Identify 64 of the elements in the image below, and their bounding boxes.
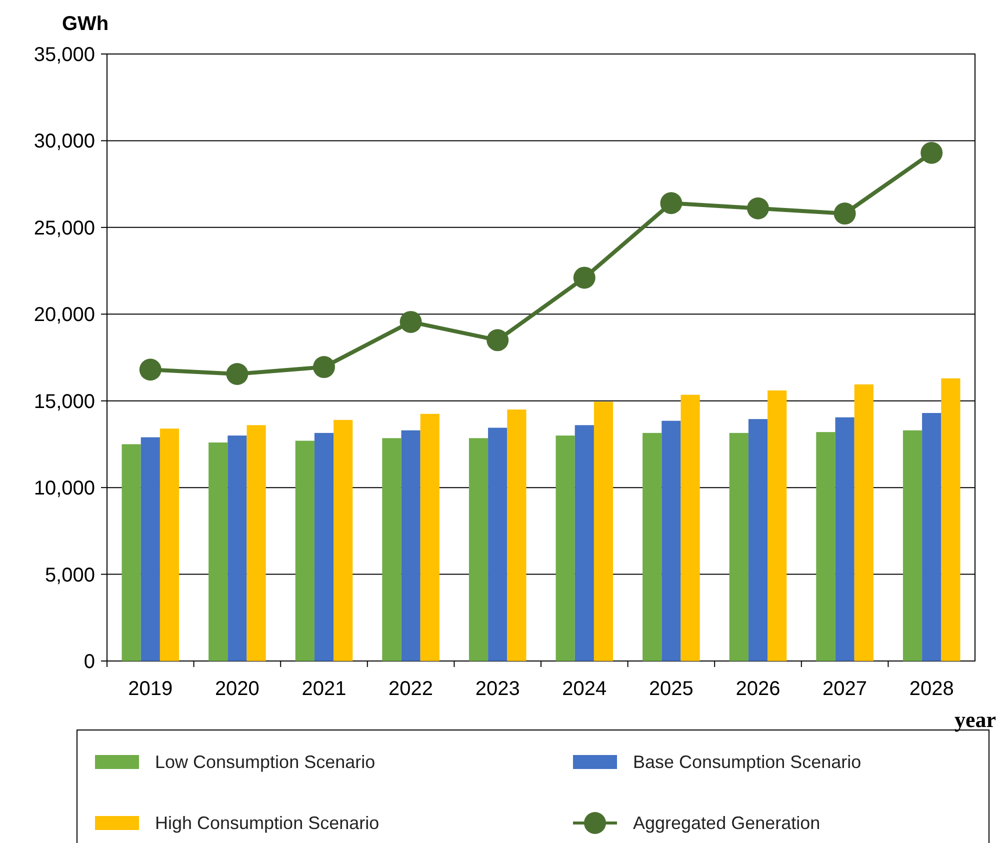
bar [420, 414, 440, 661]
x-tick-label: 2022 [388, 678, 434, 700]
bar [401, 430, 420, 661]
x-tick-label: 2026 [736, 678, 780, 700]
bar [902, 430, 922, 661]
bar [228, 436, 247, 661]
bar [941, 378, 960, 661]
point [139, 358, 162, 381]
y-tick-label: 35,000 [34, 44, 95, 66]
bar [642, 432, 662, 661]
point [486, 329, 509, 352]
x-axis-title: year [954, 707, 996, 732]
bar [246, 425, 266, 661]
y-tick-label: 10,000 [34, 478, 95, 500]
y-tick-label: 25,000 [34, 217, 95, 240]
bar [556, 436, 575, 661]
legend-label: Low Consumption Scenario [155, 752, 376, 772]
bar [160, 428, 180, 661]
bar [748, 419, 768, 661]
point [573, 266, 596, 289]
point [834, 202, 856, 225]
bar [835, 417, 854, 661]
bar [574, 425, 594, 661]
bar [468, 438, 488, 661]
y-axis-title: GWh [62, 13, 109, 35]
bar [314, 432, 334, 661]
point [660, 192, 682, 214]
point [313, 356, 335, 378]
bar [507, 410, 526, 661]
bar [816, 432, 836, 661]
y-tick-label: 15,000 [34, 390, 95, 413]
y-tick-label: 30,000 [34, 130, 95, 153]
legend-label: Aggregated Generation [633, 813, 820, 833]
bar [295, 440, 314, 661]
bar [922, 412, 942, 661]
bar [594, 402, 614, 661]
legend-label: High Consumption Scenario [155, 813, 380, 833]
legend-label: Base Consumption Scenario [633, 752, 862, 772]
x-tick-label: 2023 [475, 678, 520, 700]
y-tick-label: 20,000 [34, 304, 95, 326]
bar [768, 390, 787, 661]
x-tick-label: 2028 [909, 678, 954, 700]
bar [334, 420, 353, 661]
x-tick-label: 2024 [562, 678, 607, 700]
bar [208, 442, 228, 661]
point [400, 310, 422, 333]
bar [854, 384, 874, 661]
bar [488, 428, 508, 661]
x-tick-label: 2025 [648, 678, 694, 700]
bar [680, 394, 700, 661]
point [747, 197, 769, 220]
point [226, 362, 248, 385]
point [920, 142, 943, 164]
x-tick-label: 2019 [128, 678, 173, 700]
bar [122, 444, 141, 661]
bar [382, 438, 402, 661]
y-tick-label: 0 [84, 651, 95, 673]
bar [140, 437, 160, 661]
x-tick-label: 2027 [822, 678, 868, 700]
x-tick-label: 2021 [302, 678, 346, 700]
bar [662, 420, 681, 661]
x-tick-label: 2020 [214, 678, 260, 700]
y-tick-label: 5,000 [44, 564, 95, 586]
bar [729, 432, 748, 661]
